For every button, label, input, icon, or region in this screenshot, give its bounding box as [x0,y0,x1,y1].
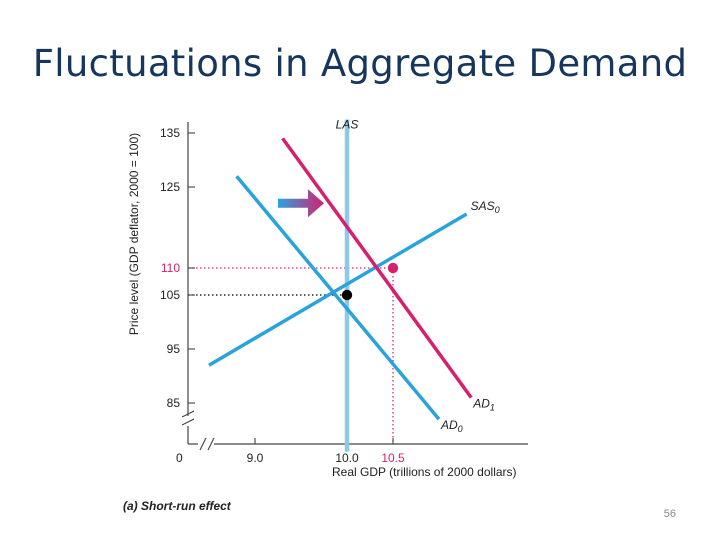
x-axis-label: Real GDP (trillions of 2000 dollars) [332,465,517,479]
y-tick-label: 105 [160,288,180,302]
ad0-label: AD0 [440,418,463,434]
x-tick-label: 10.5 [381,451,405,465]
y-axis-break [181,410,195,426]
page-number: 56 [663,508,676,520]
y-axis-label: Price level (GDP deflator, 2000 = 100) [127,133,141,335]
demand-shift-arrow [278,189,324,218]
sas0-curve [208,212,468,367]
x-origin-label: 0 [176,451,183,465]
x-tick-label: 10.0 [335,451,359,465]
slide-title: Fluctuations in Aggregate Demand [32,42,688,85]
y-tick-label: 110 [161,261,180,275]
y-tick-label: 125 [160,180,180,194]
sas0-label: SAS0 [471,199,500,215]
x-tick-label: 9.0 [247,451,264,465]
y-tick-label: 135 [160,126,180,140]
ad0-curve [235,175,441,421]
las-label: LAS [336,118,359,132]
y-tick-label: 95 [167,342,181,356]
ad1-curve [281,137,473,399]
y-tick-label: 85 [167,396,181,410]
equilibrium-point [387,262,399,274]
equilibrium-point [341,289,353,301]
x-axis-break [199,437,215,451]
ad1-label: AD1 [472,397,495,413]
chart-caption: (a) Short-run effect [123,499,232,513]
